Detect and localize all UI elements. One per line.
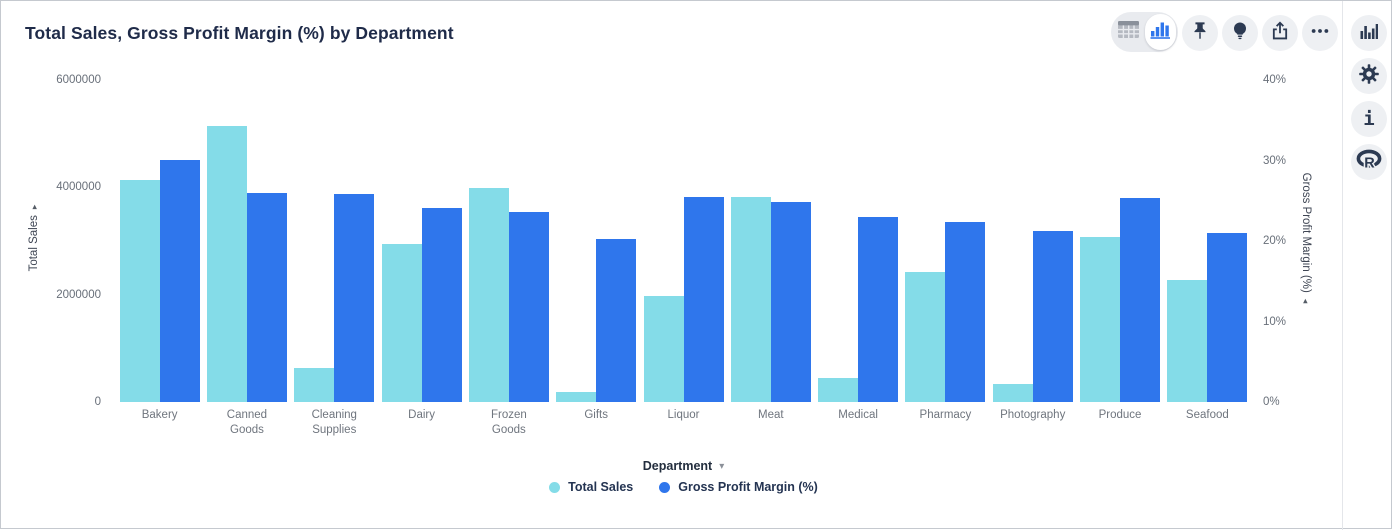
bar-total-sales[interactable] — [382, 244, 422, 402]
export-button[interactable] — [1262, 15, 1298, 51]
pin-icon — [1190, 21, 1210, 46]
r-logo-icon: R R — [1356, 149, 1382, 176]
svg-text:R: R — [1364, 155, 1375, 170]
bar-total-sales[interactable] — [644, 296, 684, 402]
department-dropdown[interactable]: Department ▾ — [643, 459, 725, 473]
left-axis-title[interactable]: Total Sales ▸ — [26, 138, 42, 338]
view-toggle — [1111, 12, 1178, 52]
chevron-down-icon: ▾ — [719, 461, 724, 472]
bar-total-sales[interactable] — [731, 197, 771, 402]
bar-total-sales[interactable] — [207, 126, 247, 402]
explain-button[interactable] — [1222, 15, 1258, 51]
bar-total-sales[interactable] — [294, 368, 334, 402]
rail-divider — [1342, 1, 1343, 530]
lightbulb-icon — [1230, 21, 1250, 46]
chart-panel-button[interactable] — [1351, 15, 1387, 51]
bar-gross-profit-margin[interactable] — [160, 160, 200, 402]
legend-item[interactable]: Total Sales — [549, 480, 633, 494]
bar-gross-profit-margin[interactable] — [684, 197, 724, 402]
sort-arrow-icon: ▸ — [29, 205, 40, 210]
export-icon — [1270, 21, 1290, 46]
legend: Total Sales Gross Profit Margin (%) — [116, 480, 1251, 494]
right-axis-tick: 30% — [1263, 154, 1286, 168]
bar-total-sales[interactable] — [993, 384, 1033, 402]
bar-total-sales[interactable] — [1167, 280, 1207, 402]
table-view-button[interactable] — [1113, 14, 1145, 50]
bar-total-sales[interactable] — [1080, 237, 1120, 402]
x-axis-control-row: Department ▾ — [116, 457, 1251, 475]
right-axis-title[interactable]: Gross Profit Margin (%) ◂ — [1298, 138, 1314, 338]
bar-gross-profit-margin[interactable] — [334, 194, 374, 402]
right-axis-tick: 10% — [1263, 315, 1286, 329]
sort-arrow-icon: ◂ — [1301, 299, 1312, 304]
legend-label: Total Sales — [568, 480, 633, 494]
x-axis-title: Department — [643, 459, 712, 473]
page-title: Total Sales, Gross Profit Margin (%) by … — [25, 23, 454, 44]
bar-total-sales[interactable] — [556, 392, 596, 402]
legend-swatch — [549, 482, 560, 493]
x-axis-category-label: Seafood — [1137, 408, 1277, 423]
left-axis-tick: 4000000 — [1, 180, 101, 194]
right-axis-tick: 0% — [1263, 395, 1280, 409]
left-axis-title-text: Total Sales — [28, 215, 40, 271]
bar-gross-profit-margin[interactable] — [509, 212, 549, 402]
bar-total-sales[interactable] — [905, 272, 945, 402]
left-axis-tick: 6000000 — [1, 73, 101, 87]
bar-gross-profit-margin[interactable] — [596, 239, 636, 402]
bar-gross-profit-margin[interactable] — [945, 222, 985, 402]
legend-label: Gross Profit Margin (%) — [678, 480, 818, 494]
legend-item[interactable]: Gross Profit Margin (%) — [659, 480, 818, 494]
table-view-icon — [1118, 21, 1139, 43]
bar-gross-profit-margin[interactable] — [858, 217, 898, 402]
bar-gross-profit-margin[interactable] — [1120, 198, 1160, 402]
side-rail: i R R — [1351, 15, 1387, 187]
chart-toolbar — [1111, 15, 1338, 51]
info-icon: i — [1363, 110, 1374, 129]
bar-gross-profit-margin[interactable] — [771, 202, 811, 402]
legend-swatch — [659, 482, 670, 493]
left-axis-tick: 0 — [1, 395, 101, 409]
chart-bars-icon — [1360, 23, 1378, 44]
ellipsis-icon — [1310, 21, 1330, 46]
more-options-button[interactable] — [1302, 15, 1338, 51]
settings-button[interactable] — [1351, 58, 1387, 94]
chart-view-icon — [1150, 21, 1171, 44]
bar-gross-profit-margin[interactable] — [1033, 231, 1073, 402]
gear-icon — [1358, 63, 1380, 90]
pin-button[interactable] — [1182, 15, 1218, 51]
info-button[interactable]: i — [1351, 101, 1387, 137]
right-axis-title-text: Gross Profit Margin (%) — [1300, 173, 1312, 293]
right-axis-tick: 40% — [1263, 73, 1286, 87]
bar-total-sales[interactable] — [818, 378, 858, 402]
bar-gross-profit-margin[interactable] — [422, 208, 462, 402]
right-axis-tick: 20% — [1263, 234, 1286, 248]
r-language-button[interactable]: R R — [1351, 144, 1387, 180]
bar-total-sales[interactable] — [120, 180, 160, 402]
bar-gross-profit-margin[interactable] — [1207, 233, 1247, 402]
left-axis-tick: 2000000 — [1, 288, 101, 302]
bar-gross-profit-margin[interactable] — [247, 193, 287, 402]
bar-total-sales[interactable] — [469, 188, 509, 402]
chart-view-button[interactable] — [1145, 14, 1177, 50]
